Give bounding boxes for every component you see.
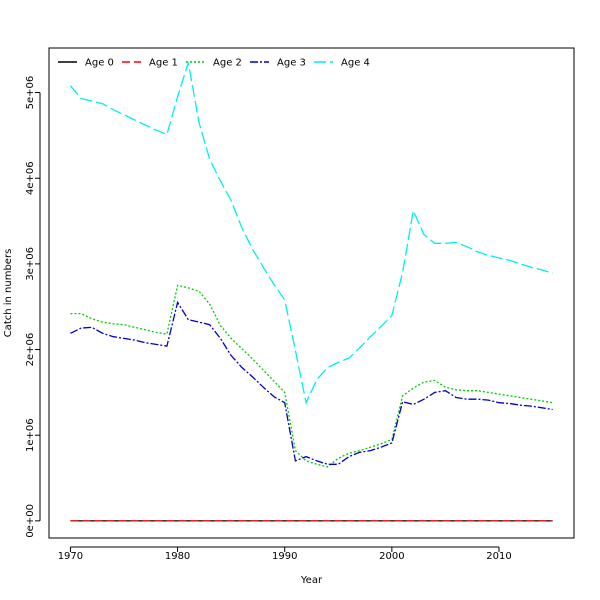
legend-label: Age 4 <box>341 58 370 69</box>
series-line <box>70 300 553 465</box>
legend: Age 0 Age 1 Age 2 Age 3 Age 4 <box>58 58 370 69</box>
y-axis-title: Catch in numbers <box>3 249 14 338</box>
x-tick-label: 2010 <box>486 551 511 562</box>
legend-label: Age 0 <box>85 58 114 69</box>
y-tick-label: 4e+06 <box>25 161 36 195</box>
x-tick-label: 1980 <box>165 551 190 562</box>
y-tick-label: 5e+06 <box>25 76 36 110</box>
series-line <box>69 62 553 405</box>
y-tick-label: 1e+06 <box>25 418 36 452</box>
legend-entry: Age 2 <box>186 58 242 69</box>
x-tick-label: 2000 <box>379 551 404 562</box>
x-axis-title: Year <box>300 575 323 586</box>
plot-frame <box>48 47 575 539</box>
series-layer <box>69 62 553 522</box>
legend-label: Age 2 <box>213 58 242 69</box>
series-age-2 <box>70 284 553 468</box>
legend-label: Age 3 <box>277 58 306 69</box>
y-axis: 0e+00 1e+06 2e+06 3e+06 4e+06 5e+06 <box>25 76 41 538</box>
x-tick-label: 1970 <box>58 551 83 562</box>
x-tick-label: 1990 <box>272 551 297 562</box>
legend-entry: Age 3 <box>250 58 306 69</box>
y-tick-label: 0e+00 <box>25 504 36 538</box>
series-age-4 <box>69 62 553 405</box>
legend-entry: Age 4 <box>314 58 370 69</box>
legend-entry: Age 0 <box>58 58 114 69</box>
y-tick-label: 2e+06 <box>25 333 36 367</box>
series-age-3 <box>70 300 553 465</box>
series-line <box>70 284 553 468</box>
legend-entry: Age 1 <box>122 58 178 69</box>
y-tick-label: 3e+06 <box>25 247 36 281</box>
legend-label: Age 1 <box>149 58 178 69</box>
x-axis: 1970 1980 1990 2000 2010 <box>58 546 512 562</box>
